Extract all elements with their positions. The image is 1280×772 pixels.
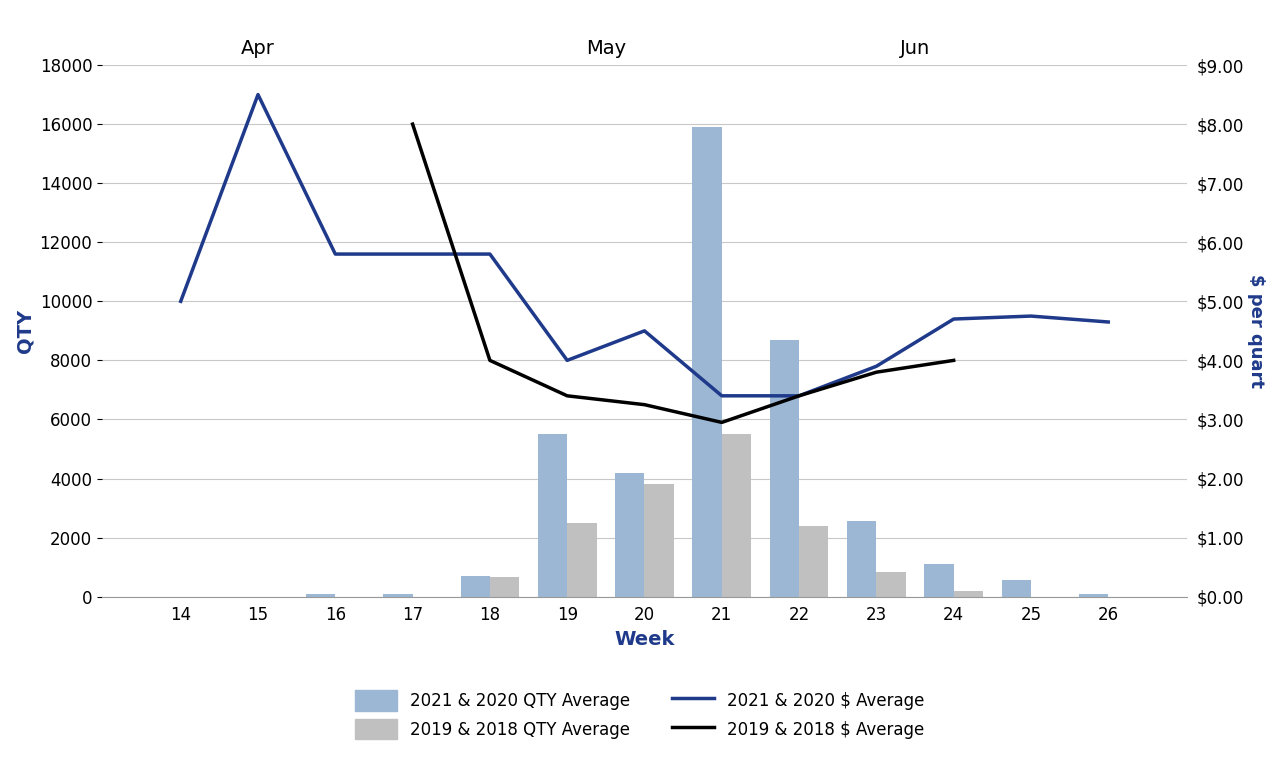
Legend: 2021 & 2020 QTY Average, 2019 & 2018 QTY Average, 2021 & 2020 $ Average, 2019 & : 2021 & 2020 QTY Average, 2019 & 2018 QTY… [339,674,941,756]
Y-axis label: $ per quart: $ per quart [1247,274,1265,388]
Bar [567,523,596,597]
2021 & 2020 $ Average [1101,317,1116,327]
Y-axis label: QTY: QTY [15,309,35,353]
Bar [692,127,722,597]
Bar [538,434,567,597]
Bar [799,526,828,597]
Bar [877,571,906,597]
2019 & 2018 $ Average [404,120,420,129]
2019 & 2018 $ Average [714,418,730,427]
2021 & 2020 $ Average [869,361,884,371]
2019 & 2018 $ Average [946,356,961,365]
2021 & 2020 $ Average [791,391,806,401]
Bar [645,484,673,597]
Text: Apr: Apr [241,39,275,59]
Bar [769,340,799,597]
2021 & 2020 $ Average [1023,311,1038,320]
2021 & 2020 $ Average [404,249,420,259]
Line: 2019 & 2018 $ Average: 2019 & 2018 $ Average [412,124,954,422]
2019 & 2018 $ Average [791,391,806,401]
Bar [1079,594,1108,597]
Bar [847,521,877,597]
2021 & 2020 $ Average [946,314,961,323]
2021 & 2020 $ Average [714,391,730,401]
2021 & 2020 $ Average [173,296,188,306]
2021 & 2020 $ Average [559,356,575,365]
Text: Jun: Jun [900,39,931,59]
Bar [461,576,490,597]
Bar [954,591,983,597]
2021 & 2020 $ Average [483,249,498,259]
2019 & 2018 $ Average [483,356,498,365]
2021 & 2020 $ Average [328,249,343,259]
2019 & 2018 $ Average [559,391,575,401]
Bar [722,434,751,597]
Bar [1001,581,1030,597]
Bar [490,577,520,597]
X-axis label: Week: Week [614,630,675,649]
2021 & 2020 $ Average [637,327,653,336]
Bar [924,564,954,597]
Line: 2021 & 2020 $ Average: 2021 & 2020 $ Average [180,95,1108,396]
Text: May: May [586,39,626,59]
Bar [306,594,335,597]
2021 & 2020 $ Average [251,90,266,100]
2019 & 2018 $ Average [869,367,884,377]
Bar [616,472,645,597]
2019 & 2018 $ Average [637,400,653,409]
Bar [383,594,412,597]
